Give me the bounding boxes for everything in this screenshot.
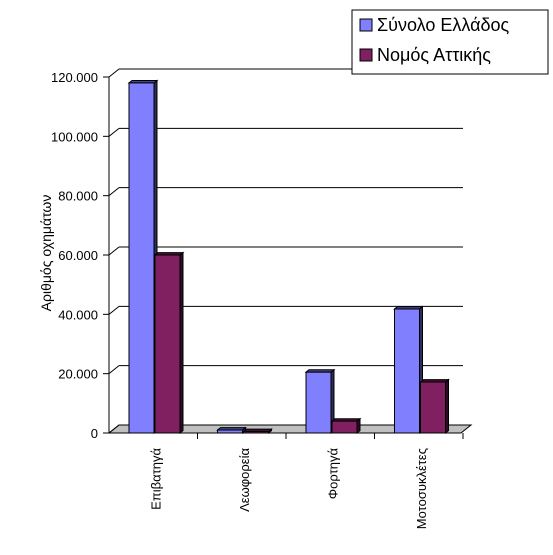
bar-front (243, 431, 269, 434)
bar-front (331, 420, 358, 434)
y-tick-label: 60.000 (58, 248, 98, 263)
y-tick-depth (108, 246, 120, 256)
bar-front (305, 371, 332, 434)
bar-front (217, 429, 243, 434)
x-tick-label: Επιβατηγά (148, 448, 163, 510)
bar-front (394, 308, 420, 434)
y-tick-labels: 0 20.000 40.000 60.000 80.000 100.000 120.000 (51, 70, 98, 441)
bar-greece-total-3 (393, 305, 424, 435)
x-tick-label: Φορτηγά (325, 448, 340, 500)
x-tick-labels: Επιβατηγά Λεωφορεία Φορτηγά Μοτοσυκλέτες (148, 448, 429, 530)
y-tick-label: 120.000 (51, 70, 98, 85)
bar-attica-1 (242, 428, 273, 435)
bar-front (420, 381, 446, 434)
y-tick-label: 80.000 (58, 189, 98, 204)
y-tick-depth (108, 68, 120, 78)
x-tick-label: Μοτοσυκλέτες (414, 448, 429, 529)
y-tick-depth (108, 365, 120, 375)
bar-front (128, 82, 155, 434)
bar-front (154, 254, 181, 434)
bar-greece-total-1 (216, 426, 247, 435)
y-tick-label: 0 (91, 426, 98, 441)
legend-box (351, 9, 549, 75)
y-tick-label: 40.000 (58, 307, 98, 322)
legend-label-greece-total: Σύνολο Ελλάδος (377, 15, 510, 35)
legend-label-attica: Νομός Αττικής (377, 45, 491, 65)
y-tick-depth (108, 127, 120, 137)
bar-attica-2 (330, 417, 362, 435)
y-tick-depth (108, 424, 120, 434)
y-tick-depth (108, 187, 120, 197)
bar-greece-total-0 (127, 79, 159, 435)
y-tick-depth (108, 305, 120, 315)
legend: Σύνολο Ελλάδος Νομός Αττικής (351, 9, 549, 75)
bar-attica-3 (419, 378, 450, 435)
x-tick-label: Λεωφορεία (237, 448, 252, 512)
bars-layer (127, 79, 450, 435)
legend-swatch-greece-total (359, 18, 373, 32)
y-axis-title: Αριθμός οχημάτων (38, 195, 54, 312)
bar-attica-0 (153, 251, 185, 435)
legend-swatch-attica (359, 48, 373, 62)
bar-greece-total-2 (304, 368, 336, 435)
y-tick-label: 100.000 (51, 129, 98, 144)
y-tick-label: 20.000 (58, 367, 98, 382)
